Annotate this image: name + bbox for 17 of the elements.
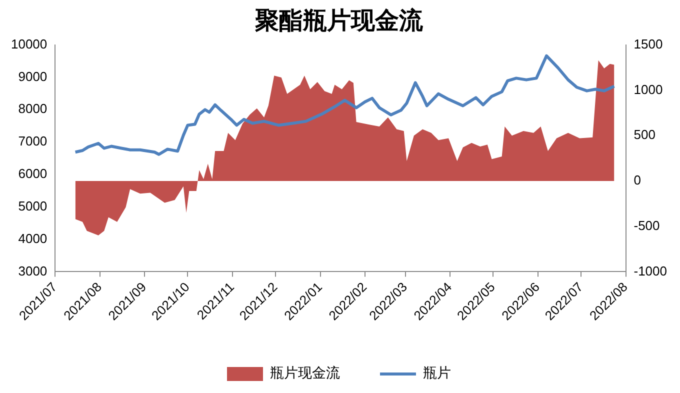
legend-label: 瓶片 — [423, 366, 451, 382]
y2-tick-label: 500 — [634, 127, 656, 142]
legend-label: 瓶片现金流 — [270, 366, 340, 382]
y2-tick-label: 1500 — [634, 36, 663, 52]
y-tick-label: 10000 — [10, 36, 48, 52]
y-tick-label: 5000 — [18, 198, 48, 214]
y2-tick-label: -1000 — [634, 263, 667, 278]
y-tick-label: 3000 — [18, 263, 48, 278]
y-tick-label: 9000 — [18, 68, 48, 84]
y2-tick-label: -500 — [634, 218, 660, 233]
y2-tick-label: 0 — [634, 172, 641, 188]
chart-title: 聚酯瓶片现金流 — [254, 6, 424, 35]
y2-tick-label: 1000 — [634, 82, 663, 97]
y-tick-label: 8000 — [18, 101, 48, 116]
y-tick-label: 7000 — [18, 134, 48, 149]
y-tick-label: 4000 — [18, 230, 48, 246]
y-tick-label: 6000 — [18, 166, 48, 182]
